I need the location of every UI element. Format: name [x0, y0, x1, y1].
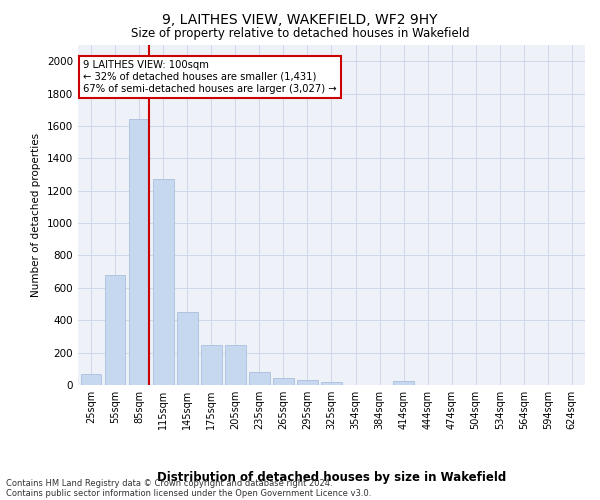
Bar: [321, 382, 342, 385]
Bar: [394, 381, 414, 385]
Bar: [129, 120, 149, 385]
Bar: [249, 372, 269, 385]
Y-axis label: Number of detached properties: Number of detached properties: [31, 133, 41, 297]
Bar: [81, 374, 101, 385]
Bar: [225, 344, 245, 385]
Text: Contains HM Land Registry data © Crown copyright and database right 2024.: Contains HM Land Registry data © Crown c…: [6, 478, 332, 488]
Bar: [273, 378, 293, 385]
Text: 9, LAITHES VIEW, WAKEFIELD, WF2 9HY: 9, LAITHES VIEW, WAKEFIELD, WF2 9HY: [162, 12, 438, 26]
Text: Contains public sector information licensed under the Open Government Licence v3: Contains public sector information licen…: [6, 488, 371, 498]
Text: 9 LAITHES VIEW: 100sqm
← 32% of detached houses are smaller (1,431)
67% of semi-: 9 LAITHES VIEW: 100sqm ← 32% of detached…: [83, 60, 337, 94]
Text: Size of property relative to detached houses in Wakefield: Size of property relative to detached ho…: [131, 28, 469, 40]
Bar: [105, 275, 125, 385]
Bar: [153, 180, 173, 385]
Bar: [177, 312, 197, 385]
Bar: [201, 344, 221, 385]
Bar: [297, 380, 317, 385]
X-axis label: Distribution of detached houses by size in Wakefield: Distribution of detached houses by size …: [157, 471, 506, 484]
